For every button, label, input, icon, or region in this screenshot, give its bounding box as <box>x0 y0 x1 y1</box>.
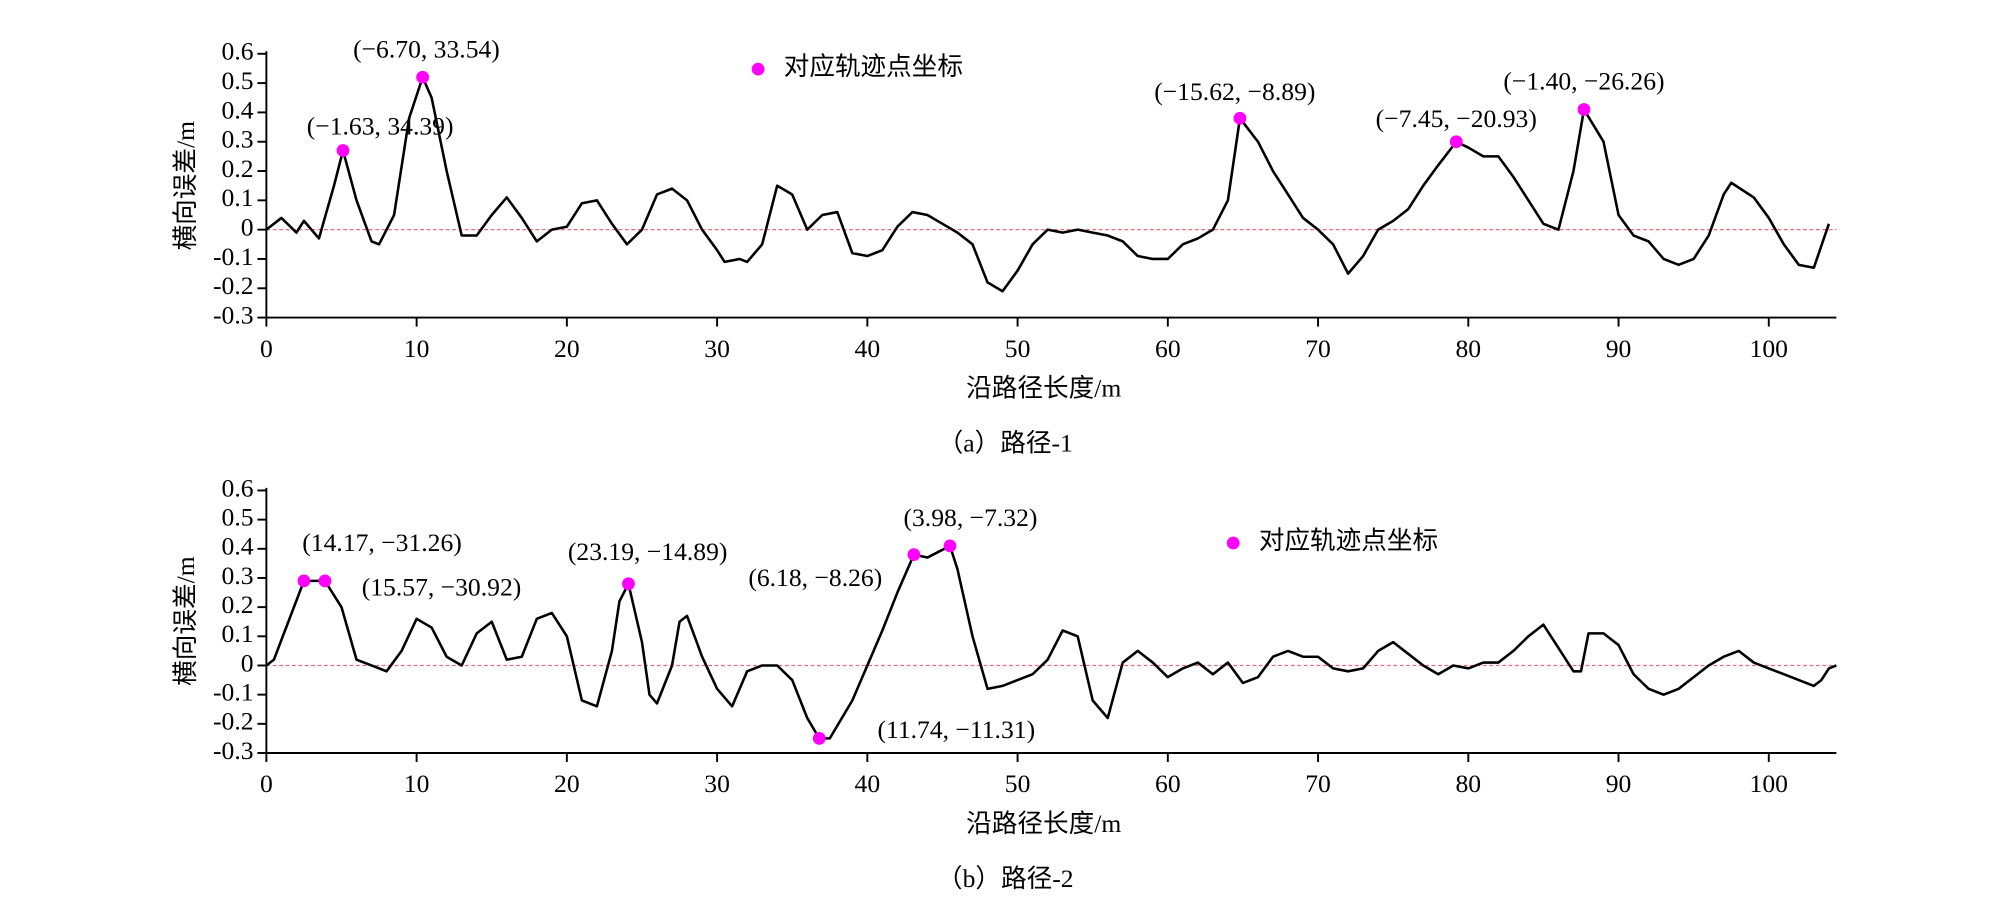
x-tick-label: 100 <box>1750 334 1788 363</box>
point-label: (−1.40, −26.26) <box>1503 67 1664 96</box>
x-tick-label: 0 <box>260 334 273 363</box>
legend-marker <box>1226 536 1240 550</box>
point-label: (−15.62, −8.89) <box>1154 77 1315 106</box>
point-label: (15.57, −30.92) <box>362 573 522 602</box>
y-axis-label: 横向误差/m <box>171 121 200 251</box>
y-tick-label: -0.1 <box>213 242 254 271</box>
x-tick-label: 100 <box>1750 769 1788 798</box>
trajectory-point <box>943 539 957 553</box>
x-tick-label: 60 <box>1155 769 1181 798</box>
point-label: (6.18, −8.26) <box>748 563 882 592</box>
y-tick-label: 0.4 <box>222 95 254 124</box>
legend-label: 对应轨迹点坐标 <box>1259 526 1438 555</box>
trajectory-point <box>297 574 311 588</box>
y-tick-label: 0.5 <box>222 66 254 95</box>
y-tick-label: 0.2 <box>222 154 254 183</box>
y-tick-label: -0.2 <box>213 271 254 300</box>
trajectory-point <box>1577 103 1591 116</box>
trajectory-point <box>812 732 826 745</box>
x-tick-label: 30 <box>704 334 730 363</box>
x-tick-label: 10 <box>404 334 430 363</box>
y-tick-label: 0.1 <box>222 619 254 648</box>
trajectory-point <box>907 548 921 562</box>
caption: （b）路径-2 <box>937 864 1074 893</box>
point-label: (3.98, −7.32) <box>903 503 1037 532</box>
y-axis-label: 横向误差/m <box>171 556 200 686</box>
trajectory-point <box>1233 111 1247 125</box>
y-tick-label: 0.4 <box>222 532 254 561</box>
y-tick-label: 0.5 <box>222 503 254 532</box>
x-tick-label: 90 <box>1606 769 1632 798</box>
x-tick-label: 40 <box>855 769 881 798</box>
x-tick-label: 30 <box>704 769 730 798</box>
x-tick-label: 80 <box>1455 334 1481 363</box>
point-label: (−7.45, −20.93) <box>1376 104 1537 133</box>
y-tick-label: 0.6 <box>222 473 254 502</box>
x-tick-label: 70 <box>1305 769 1331 798</box>
point-label: (23.19, −14.89) <box>568 537 728 566</box>
y-tick-label: 0 <box>241 648 254 677</box>
x-tick-label: 90 <box>1606 334 1632 363</box>
legend-label: 对应轨迹点坐标 <box>784 52 963 81</box>
y-tick-label: 0.3 <box>222 561 254 590</box>
legend-marker <box>751 62 765 76</box>
x-tick-label: 40 <box>855 334 881 363</box>
x-tick-label: 10 <box>404 769 430 798</box>
y-tick-label: 0.3 <box>222 125 254 154</box>
x-tick-label: 0 <box>260 769 273 798</box>
y-tick-label: -0.2 <box>213 707 254 736</box>
x-tick-label: 70 <box>1305 334 1331 363</box>
x-tick-label: 80 <box>1455 769 1481 798</box>
x-axis-label: 沿路径长度/m <box>966 809 1121 838</box>
line-series <box>265 544 1837 740</box>
y-tick-label: -0.1 <box>213 678 254 707</box>
x-tick-label: 60 <box>1155 334 1181 363</box>
y-tick-label: -0.3 <box>213 736 254 765</box>
trajectory-point <box>416 70 430 84</box>
y-tick-label: 0.6 <box>222 37 254 66</box>
x-axis-label: 沿路径长度/m <box>966 373 1121 402</box>
x-tick-label: 50 <box>1005 769 1031 798</box>
trajectory-point <box>336 144 350 157</box>
y-tick-label: 0.2 <box>222 590 254 619</box>
point-label: (14.17, −31.26) <box>302 528 462 557</box>
trajectory-point <box>1449 135 1463 149</box>
trajectory-point <box>622 577 635 591</box>
trajectory-point <box>318 574 332 588</box>
x-tick-label: 50 <box>1005 334 1031 363</box>
point-label: (11.74, −11.31) <box>877 715 1035 744</box>
line-series <box>265 75 1831 293</box>
y-tick-label: -0.3 <box>213 300 254 329</box>
point-label: (−6.70, 33.54) <box>353 34 500 63</box>
x-tick-label: 20 <box>554 769 580 798</box>
y-tick-label: 0.1 <box>222 183 254 212</box>
caption: （a）路径-1 <box>938 429 1073 458</box>
x-tick-label: 20 <box>554 334 580 363</box>
y-tick-label: 0 <box>241 213 254 242</box>
point-label: (−1.63, 34.39) <box>307 112 454 141</box>
